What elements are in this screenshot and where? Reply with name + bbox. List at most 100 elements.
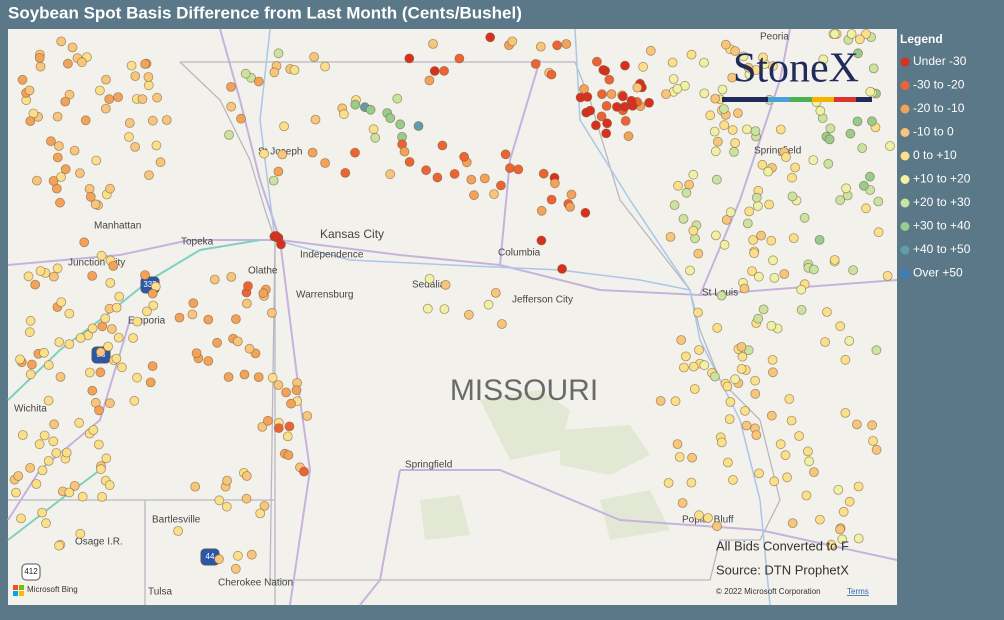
bid-point <box>799 212 810 223</box>
bid-point <box>688 169 699 180</box>
bid-point <box>871 444 882 455</box>
bid-point <box>711 174 722 185</box>
bid-point <box>742 218 753 229</box>
place-label: Emporia <box>128 316 166 327</box>
bid-point <box>52 152 63 163</box>
bid-point <box>214 495 225 506</box>
bid-point <box>124 118 135 128</box>
bid-point <box>269 67 280 78</box>
bid-point <box>727 72 738 83</box>
bid-point <box>34 439 45 450</box>
bid-point <box>844 335 855 346</box>
legend-label: -20 to -10 <box>913 101 965 115</box>
bid-point <box>837 534 848 545</box>
bid-point <box>741 420 752 431</box>
bid-point <box>454 53 465 64</box>
place-label: Springfield <box>754 146 801 157</box>
bid-point <box>155 157 166 168</box>
legend-label: +10 to +20 <box>913 172 971 186</box>
road-shield <box>21 563 41 581</box>
logo-bar <box>790 97 812 102</box>
bid-point <box>212 337 223 348</box>
bid-point <box>557 263 567 274</box>
bid-point <box>845 128 856 139</box>
bid-point <box>694 510 704 521</box>
bid-point <box>580 207 591 218</box>
bid-point <box>226 271 237 282</box>
bid-point <box>841 183 851 194</box>
bid-point <box>152 92 163 103</box>
bid-point <box>749 248 759 259</box>
bid-point <box>255 508 266 519</box>
bid-point <box>618 91 628 102</box>
bid-point <box>754 468 764 479</box>
bid-point <box>257 421 268 432</box>
bid-point <box>672 83 683 94</box>
bid-point <box>687 452 697 463</box>
bid-point <box>203 356 214 366</box>
bid-point <box>174 312 185 323</box>
bid-point <box>61 447 72 458</box>
bid-point <box>404 156 415 167</box>
bid-point <box>852 116 863 127</box>
highways <box>7 239 261 541</box>
bid-point <box>67 42 78 53</box>
bid-point <box>226 101 237 112</box>
bid-point <box>226 82 236 92</box>
bid-point <box>209 274 220 285</box>
bid-point <box>684 179 694 190</box>
bid-point <box>638 61 648 72</box>
terms-link[interactable]: Terms <box>847 587 869 596</box>
legend-label: +30 to +40 <box>913 219 971 233</box>
bid-point <box>128 333 139 343</box>
bid-point <box>677 498 688 508</box>
bid-point <box>143 80 154 91</box>
place-label: Cherokee Nation <box>218 578 293 589</box>
bid-point <box>717 84 728 95</box>
place-label: Sedalia <box>412 280 446 291</box>
bid-point <box>244 343 255 354</box>
bid-point <box>751 430 762 441</box>
bid-point <box>268 175 279 186</box>
bid-point <box>602 118 612 129</box>
bid-point <box>147 361 158 372</box>
bid-point <box>88 425 99 435</box>
bid-point <box>818 54 829 65</box>
bid-point <box>96 464 106 475</box>
bid-point <box>104 94 115 104</box>
bid-point <box>868 63 879 74</box>
bid-point <box>766 410 777 421</box>
bid-point <box>91 155 102 166</box>
bid-point <box>161 115 172 125</box>
bid-point <box>173 526 184 536</box>
bid-point <box>282 431 293 442</box>
bid-point <box>93 439 104 450</box>
bid-point <box>787 191 798 202</box>
bid-point <box>64 89 75 100</box>
bid-point <box>815 105 826 116</box>
bid-point <box>835 524 845 535</box>
bid-point <box>17 74 28 85</box>
bid-point <box>96 250 107 261</box>
bid-point <box>46 136 56 147</box>
bid-point <box>833 484 844 495</box>
bid-point <box>513 164 524 175</box>
bid-point <box>848 265 858 276</box>
legend-swatch <box>900 81 910 90</box>
bid-point <box>63 58 73 69</box>
bid-point <box>721 214 732 225</box>
bid-point <box>395 119 406 130</box>
bid-point <box>35 266 46 276</box>
bid-point <box>60 164 71 175</box>
bid-point <box>729 146 739 157</box>
bid-point <box>37 465 48 476</box>
bid-point <box>16 513 26 524</box>
bid-point <box>87 323 98 334</box>
bid-point <box>266 307 277 318</box>
bid-point <box>710 146 721 157</box>
bid-point <box>681 187 692 198</box>
bid-point <box>678 213 689 224</box>
bid-point <box>253 372 264 383</box>
bid-point <box>54 141 64 151</box>
